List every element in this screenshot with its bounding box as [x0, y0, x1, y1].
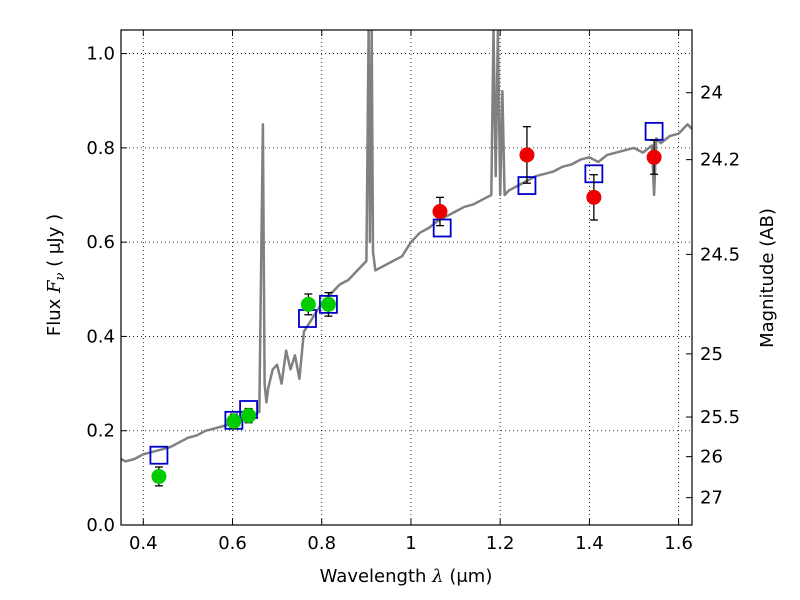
y2-tick-label: 26	[700, 447, 723, 468]
plot-area	[121, 30, 692, 487]
photometry-point	[226, 413, 242, 429]
y2-tick-label: 27	[700, 488, 723, 509]
model-square-marker	[149, 445, 169, 465]
x-tick-label: 0.8	[307, 533, 336, 554]
photometry-point	[586, 189, 602, 205]
photometry-point	[320, 296, 336, 312]
photometry-point	[241, 408, 257, 424]
x-tick-label: 0.6	[218, 533, 247, 554]
y-tick-label: 0.6	[86, 232, 115, 253]
y2-axis-label: Magnitude (AB)	[757, 208, 778, 348]
y-tick-label: 1.0	[86, 44, 115, 65]
photometry-point	[432, 204, 448, 219]
y2-tick-label: 25.5	[700, 407, 740, 428]
y2-tick-label: 25	[700, 344, 723, 365]
y2-tick-label: 24.5	[700, 244, 740, 265]
model-square-marker	[432, 218, 452, 238]
x-tick-label: 0.4	[129, 533, 158, 554]
plot-frame	[120, 29, 693, 526]
y2-tick-label: 24	[700, 83, 723, 104]
axis-ticks: 0.4 0.6 0.8 1 1.2 1.4 1.6 0.0 0.2 0.4 0.6 0.8 1.0 24 2…	[86, 30, 740, 554]
x-tick-label: 1.4	[575, 533, 604, 554]
photometry-point	[300, 296, 316, 312]
y-tick-label: 0.0	[86, 515, 115, 536]
y-tick-label: 0.4	[86, 326, 115, 347]
y-tick-label: 0.8	[86, 138, 115, 159]
y-tick-label: 0.2	[86, 421, 115, 442]
photometry-point	[519, 147, 535, 163]
photometry-point	[151, 468, 167, 484]
y2-tick-label: 24.2	[700, 150, 740, 171]
grid	[121, 30, 692, 525]
spectrum-line	[121, 30, 692, 463]
x-tick-label: 1	[405, 533, 416, 554]
photometry-point	[646, 149, 662, 165]
x-axis-label: Wavelength λ (μm)	[320, 566, 493, 587]
x-tick-label: 1.6	[664, 533, 693, 554]
x-tick-label: 1.2	[486, 533, 515, 554]
y-axis-label: Flux Fν ( μJy )	[44, 214, 68, 336]
model-square-marker	[644, 121, 664, 141]
